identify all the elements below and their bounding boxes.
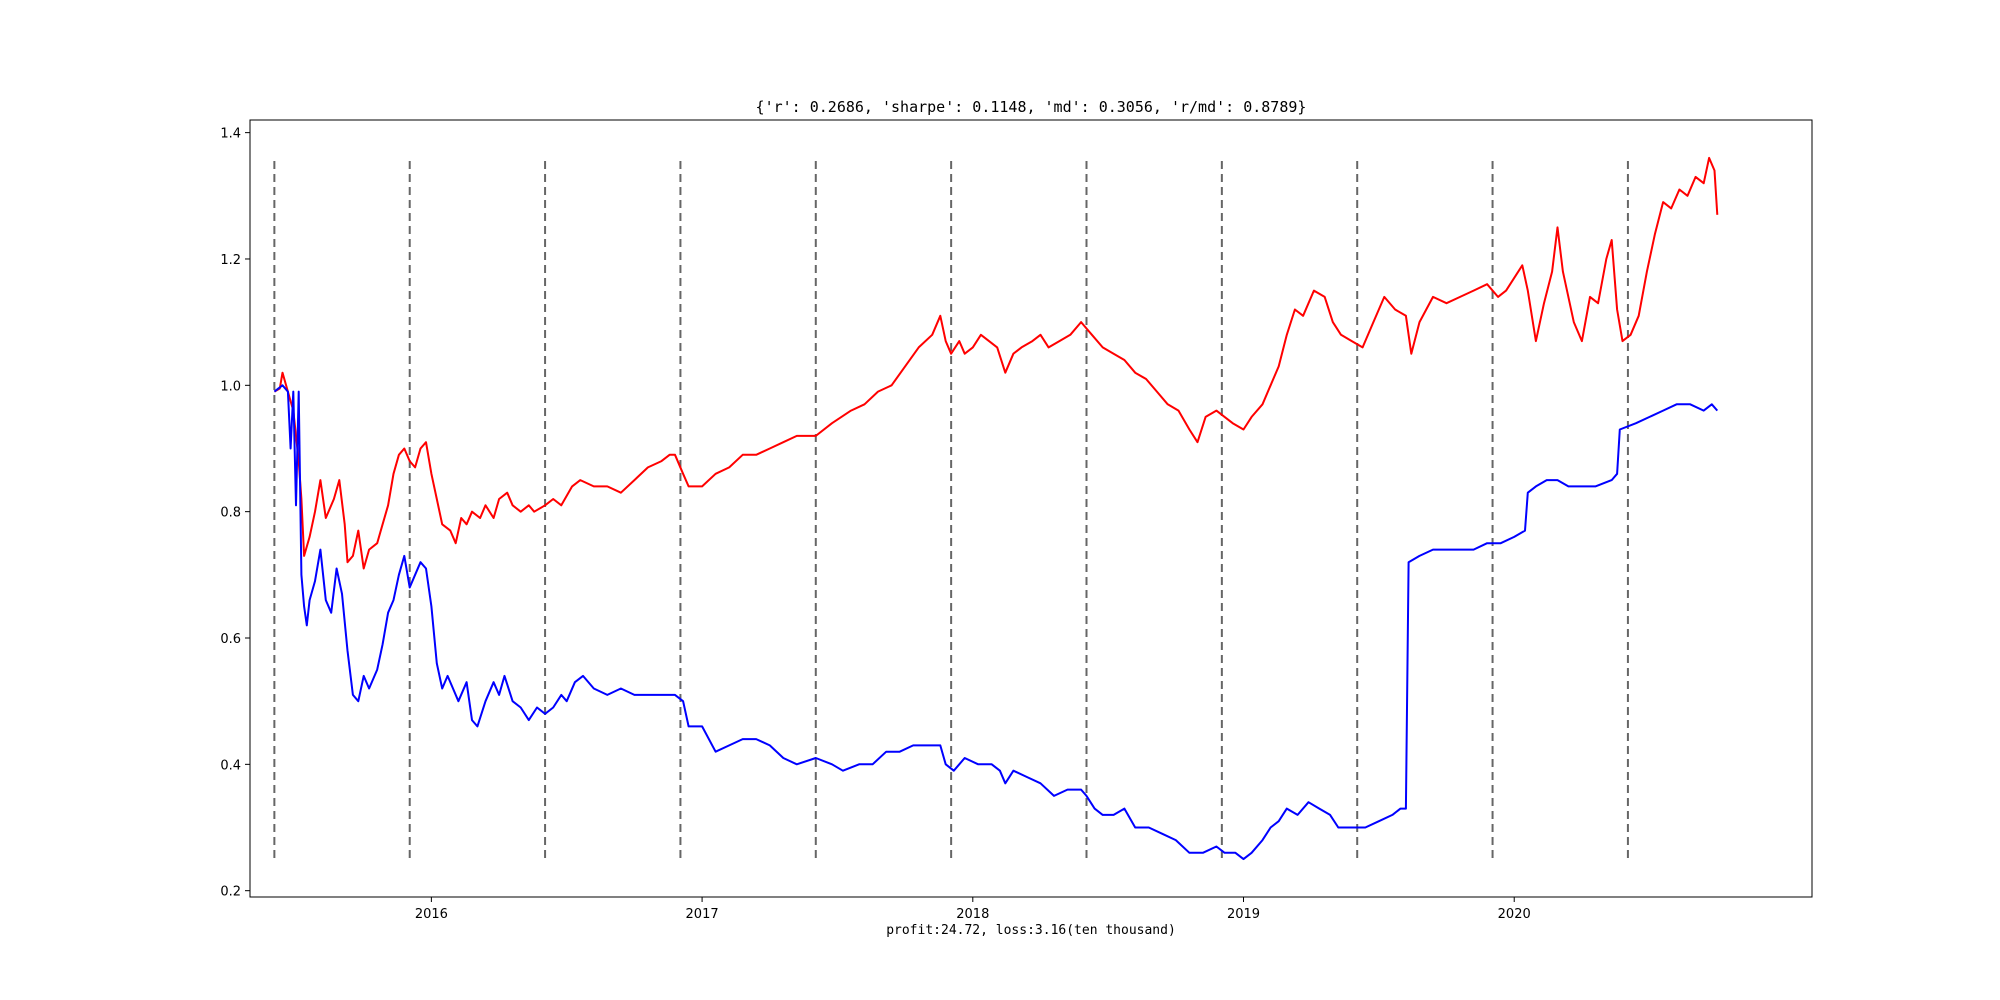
x-axis-label: profit:24.72, loss:3.16(ten thousand) — [886, 923, 1176, 938]
y-tick-label-0.6: 0.6 — [220, 632, 241, 647]
plot-frame — [249, 119, 1813, 898]
y-tick-label-1.4: 1.4 — [220, 127, 241, 142]
series-line-0 — [273, 156, 1719, 570]
x-tick-label-2016: 2016 — [415, 907, 448, 922]
x-axis: 2016 2017 2018 2019 2020 — [415, 897, 1531, 922]
series-line-1 — [273, 384, 1719, 861]
y-tick-label-1.2: 1.2 — [220, 253, 241, 268]
y-tick-label-0.2: 0.2 — [220, 885, 241, 900]
x-tick-label-2020: 2020 — [1498, 907, 1531, 922]
vertical-reference-lines — [273, 161, 1629, 863]
chart-title: {'r': 0.2686, 'sharpe': 0.1148, 'md': 0.… — [756, 98, 1307, 116]
y-tick-label-0.4: 0.4 — [220, 758, 241, 773]
series-layer — [273, 156, 1719, 861]
x-tick-label-2017: 2017 — [686, 907, 719, 922]
x-tick-label-2019: 2019 — [1227, 907, 1260, 922]
y-tick-label-1.0: 1.0 — [220, 379, 241, 394]
y-tick-label-0.8: 0.8 — [220, 506, 241, 521]
x-tick-label-2018: 2018 — [956, 907, 989, 922]
y-axis: 0.2 0.4 0.6 0.8 1.0 1.2 1.4 — [220, 127, 250, 900]
